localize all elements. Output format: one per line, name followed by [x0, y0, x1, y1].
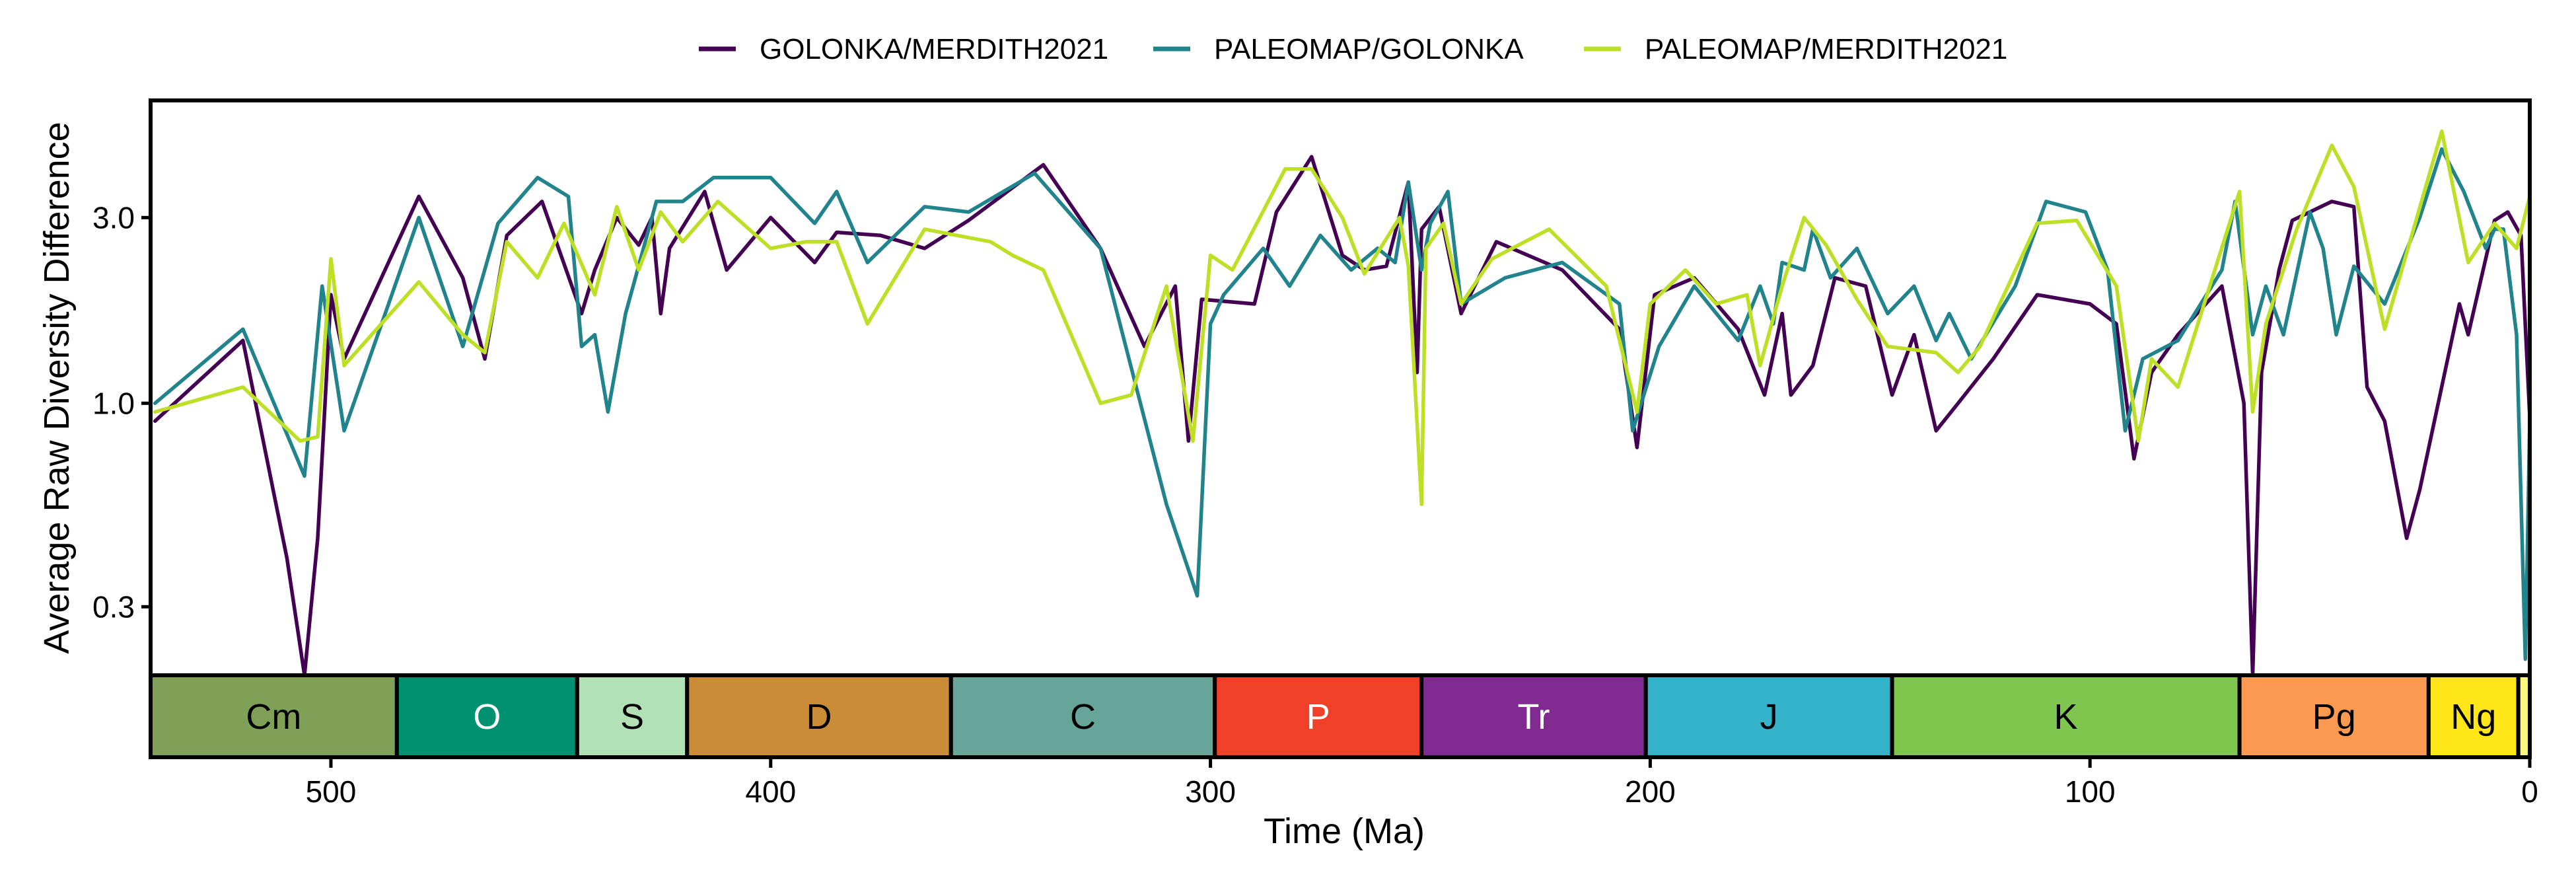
x-tick-label: 500 [306, 774, 357, 809]
period-box [575, 673, 690, 759]
period-label: O [473, 697, 501, 737]
series-line-3 [153, 129, 2530, 506]
y-axis-title: Average Raw Diversity Difference [37, 122, 77, 653]
x-axis: 500 400 300 200 100 0 [306, 757, 2538, 809]
period-label: J [1760, 697, 1778, 737]
period-label: C [1070, 697, 1096, 737]
period-label: K [2054, 697, 2078, 737]
y-axis: 0.3 1.0 3.0 [92, 200, 151, 624]
x-tick-label: 400 [745, 774, 796, 809]
legend-label: PALEOMAP/MERDITH2021 [1645, 33, 2007, 65]
period-box [1890, 673, 2242, 759]
period-label: P [1306, 697, 1330, 737]
y-tick-label: 3.0 [92, 200, 135, 235]
y-tick-label: 0.3 [92, 589, 135, 624]
period-label: D [806, 697, 832, 737]
legend-label: GOLONKA/MERDITH2021 [760, 33, 1108, 65]
period-label: Cm [246, 697, 301, 737]
x-tick-label: 0 [2521, 774, 2538, 809]
period-bar: Cm O S D C P Tr J K Pg Ng [149, 673, 2532, 759]
period-box [948, 673, 1217, 759]
period-label: Tr [1517, 697, 1550, 737]
period-box [1419, 673, 1648, 759]
period-box [2426, 673, 2521, 759]
legend: GOLONKA/MERDITH2021 PALEOMAP/GOLONKA PALEO… [699, 33, 2007, 65]
series-line-2 [153, 147, 2530, 661]
period-label: Ng [2451, 697, 2496, 737]
series-layer [153, 129, 2530, 675]
x-axis-title: Time (Ma) [1264, 811, 1425, 851]
period-box [2516, 673, 2532, 759]
period-label: Pg [2312, 697, 2356, 737]
legend-label: PALEOMAP/GOLONKA [1214, 33, 1524, 65]
x-tick-label: 100 [2065, 774, 2116, 809]
x-tick-label: 300 [1185, 774, 1236, 809]
y-tick-label: 1.0 [92, 386, 135, 420]
period-label: S [620, 697, 644, 737]
period-box [149, 673, 399, 759]
x-tick-label: 200 [1625, 774, 1676, 809]
